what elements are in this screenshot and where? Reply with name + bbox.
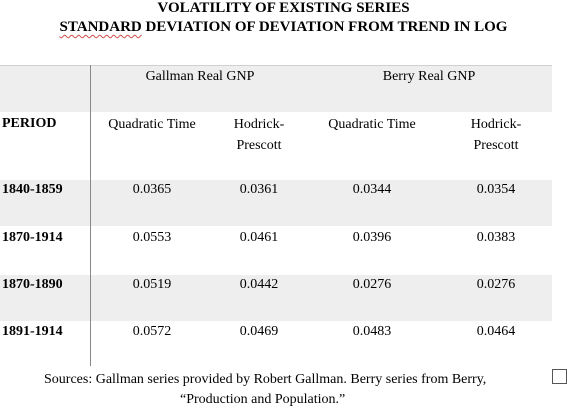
sources-note: Sources: Gallman series provided by Robe… [44, 370, 554, 410]
table-cell: 0.0469 [239, 324, 279, 339]
col-header-line: Prescott [236, 138, 282, 153]
table-cell: 0.0361 [239, 182, 279, 197]
col-header-line: Hodrick- [470, 117, 522, 132]
period-header: PERIOD [2, 116, 57, 131]
col-header-line: Prescott [473, 138, 519, 153]
row-period: 1891-1914 [2, 324, 63, 339]
table-cell: 0.0276 [352, 277, 392, 292]
title-line-2-rest: DEVIATION OF DEVIATION FROM TREND IN LOG [141, 19, 508, 35]
col-header-line: Hodrick- [233, 117, 285, 132]
row-band-3 [0, 275, 552, 321]
table-cell: 0.0519 [132, 277, 172, 292]
table-cell: 0.0483 [352, 324, 392, 339]
col-header-berry-hp: Hodrick- Prescott [471, 114, 522, 156]
period-column-divider [90, 65, 91, 366]
table-cell: 0.0344 [352, 182, 392, 197]
col-header-berry-quadratic: Quadratic Time [328, 114, 416, 135]
row-band-1 [0, 180, 552, 226]
row-period: 1840-1859 [2, 182, 63, 197]
group-header-gallman: Gallman Real GNP [145, 69, 255, 84]
table-cell: 0.0464 [476, 324, 516, 339]
checkbox[interactable] [552, 369, 567, 384]
title-line-1: VOLATILITY OF EXISTING SERIES [157, 0, 410, 16]
col-header-line: Quadratic Time [328, 117, 416, 132]
header-band [0, 65, 552, 112]
table-cell: 0.0461 [239, 230, 279, 245]
row-period: 1870-1890 [2, 277, 63, 292]
col-header-line: Quadratic Time [108, 117, 196, 132]
col-header-gallman-hp: Hodrick- Prescott [234, 114, 285, 156]
spellcheck-word[interactable]: STANDARD [59, 19, 142, 35]
table-cell: 0.0276 [476, 277, 516, 292]
table-cell: 0.0442 [239, 277, 279, 292]
table-cell: 0.0365 [132, 182, 172, 197]
table-top-rule [0, 65, 552, 66]
col-header-gallman-quadratic: Quadratic Time [108, 114, 196, 135]
title-line-2: STANDARD DEVIATION OF DEVIATION FROM TRE… [0, 19, 567, 36]
table-cell: 0.0383 [476, 230, 516, 245]
sources-line-1: Sources: Gallman series provided by Robe… [44, 372, 487, 387]
table-cell: 0.0572 [132, 324, 172, 339]
group-header-berry: Berry Real GNP [382, 69, 476, 84]
sources-line-2: “Production and Population.” [180, 392, 346, 407]
table-cell: 0.0553 [132, 230, 172, 245]
table-cell: 0.0354 [476, 182, 516, 197]
row-period: 1870-1914 [2, 230, 63, 245]
table-cell: 0.0396 [352, 230, 392, 245]
